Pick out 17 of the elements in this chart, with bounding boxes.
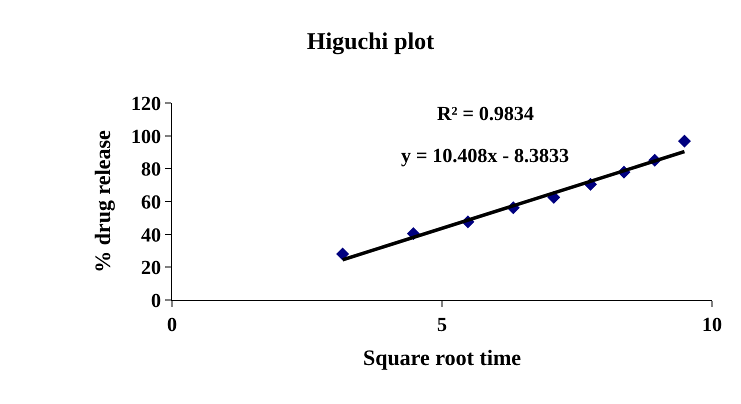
x-tick-label: 0 xyxy=(167,314,177,336)
x-axis-title: Square root time xyxy=(362,344,522,370)
chart-title: Higuchi plot xyxy=(306,29,434,56)
annotation: y = 10.408x - 8.3833 xyxy=(401,145,570,167)
annotation: R² = 0.9834 xyxy=(437,103,534,125)
y-tick-label: 0 xyxy=(151,290,161,312)
point xyxy=(336,248,350,261)
y-axis-title: % drug release xyxy=(90,130,115,273)
x-tick-label: 10 xyxy=(702,314,722,336)
point xyxy=(678,134,691,148)
x-tick-label: 5 xyxy=(437,314,447,336)
y-tick-label: 40 xyxy=(141,224,161,246)
y-tick-label: 20 xyxy=(141,257,161,280)
y-tick-label: 120 xyxy=(131,93,161,115)
y-tick-label: 80 xyxy=(141,158,161,181)
y-tick-label: 100 xyxy=(131,126,161,148)
y-tick-label: 60 xyxy=(141,192,161,214)
